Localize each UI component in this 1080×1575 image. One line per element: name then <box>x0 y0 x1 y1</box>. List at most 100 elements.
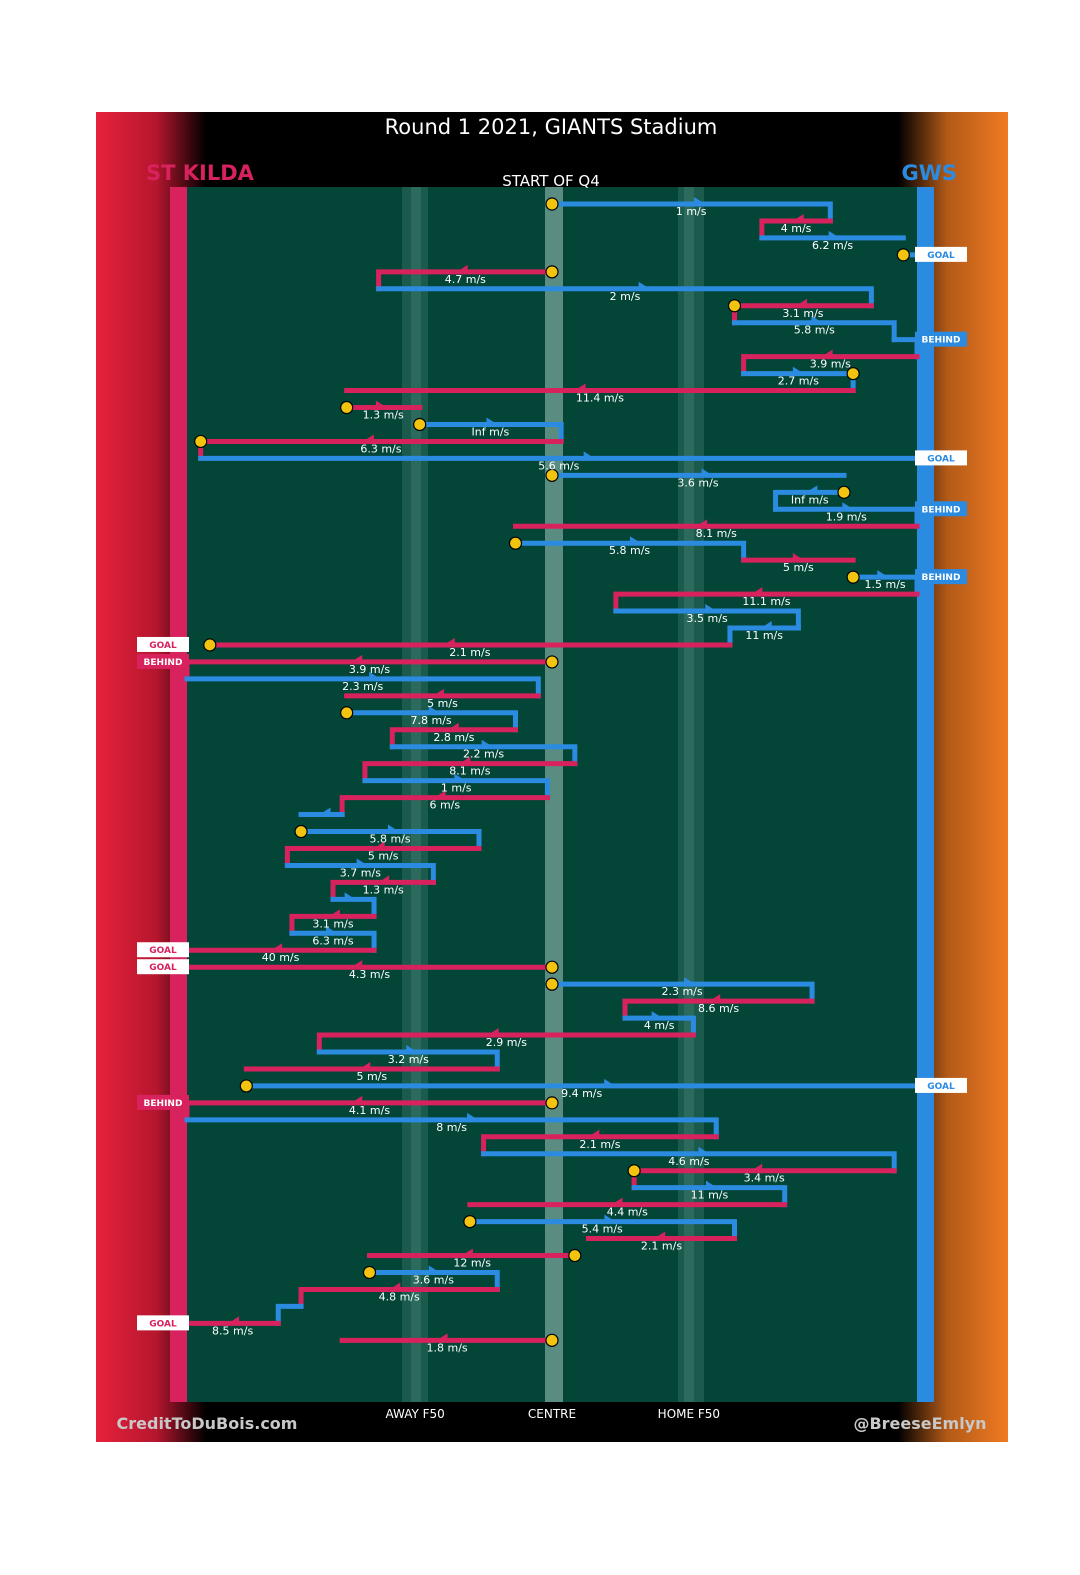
outcome-text: BEHIND <box>922 336 961 346</box>
speed-label-27: 3.9 m/s <box>349 663 390 676</box>
x-tick-label-0: AWAY F50 <box>385 1407 444 1421</box>
start-marker-57 <box>627 1164 641 1178</box>
chain-segment-63 <box>367 1269 500 1292</box>
speed-label-2: 6.2 m/s <box>812 239 853 252</box>
start-marker-4 <box>545 265 559 279</box>
speed-label-7: 5.8 m/s <box>794 324 835 337</box>
direction-arrow-7 <box>811 315 823 323</box>
direction-arrow-19 <box>696 519 708 527</box>
speed-label-52: 9.4 m/s <box>561 1087 602 1100</box>
chain-segment-65 <box>275 1303 304 1326</box>
credit-right: @BreeseEmlyn <box>853 1414 986 1433</box>
chain-segment-50 <box>316 1049 500 1072</box>
speed-label-12: 1.3 m/s <box>363 409 404 422</box>
speed-label-30: 7.8 m/s <box>411 714 452 727</box>
direction-arrow-34 <box>454 773 466 781</box>
direction-arrow-30 <box>428 705 440 713</box>
outcome-box <box>137 1094 189 1110</box>
direction-arrow-56 <box>698 1146 710 1154</box>
direction-arrow-36 <box>319 807 331 815</box>
credit-left: CreditToDuBois.com <box>117 1414 298 1433</box>
start-marker-22 <box>846 570 860 584</box>
chain-segment-24 <box>613 608 801 631</box>
speed-label-21: 5 m/s <box>783 561 814 574</box>
start-marker-12 <box>340 400 354 415</box>
outcome-text: BEHIND <box>144 658 183 668</box>
outcome-box <box>915 450 967 466</box>
away-f50-line <box>411 187 421 1402</box>
chain-segment-5 <box>376 286 874 309</box>
direction-arrow-66 <box>228 1316 240 1324</box>
direction-arrow-62 <box>461 1248 473 1256</box>
direction-arrow-44 <box>271 943 283 951</box>
speed-label-32: 2.2 m/s <box>463 748 504 761</box>
outcome-goal-15: GOAL <box>915 450 967 466</box>
chain-segment-40 <box>330 879 436 902</box>
chain-segment-43 <box>289 930 377 953</box>
direction-arrow-37 <box>387 824 399 832</box>
chain-segment-33 <box>362 761 578 784</box>
direction-arrow-63 <box>428 1265 440 1273</box>
chain-segment-25 <box>727 625 801 648</box>
outcome-box <box>915 1077 967 1093</box>
outcome-text: GOAL <box>149 946 177 956</box>
direction-arrow-15 <box>583 451 595 459</box>
direction-arrow-51 <box>359 1061 371 1069</box>
speed-label-60: 5.4 m/s <box>582 1223 623 1236</box>
speed-label-40: 1.3 m/s <box>363 883 404 896</box>
chain-segment-64 <box>298 1286 500 1309</box>
outcome-text: GOAL <box>927 454 955 464</box>
speed-label-31: 2.8 m/s <box>433 731 474 744</box>
speed-label-24: 3.5 m/s <box>687 612 728 625</box>
direction-arrow-1 <box>792 213 804 221</box>
direction-arrow-42 <box>328 909 340 917</box>
direction-arrow-16 <box>701 468 713 476</box>
direction-arrow-60 <box>604 1214 616 1222</box>
direction-arrow-14 <box>362 434 374 442</box>
speed-label-53: 4.1 m/s <box>349 1104 390 1117</box>
speed-label-44: 40 m/s <box>262 951 300 964</box>
direction-arrow-52 <box>604 1078 616 1086</box>
direction-arrow-26 <box>443 637 455 645</box>
direction-arrow-5 <box>638 281 650 289</box>
start-marker-0 <box>545 197 559 211</box>
direction-arrow-4 <box>456 264 468 272</box>
start-marker-46 <box>545 977 559 991</box>
chain-segment-55 <box>481 1134 719 1157</box>
outcome-box <box>915 246 967 262</box>
chain-segment-37 <box>298 829 482 851</box>
start-marker-3 <box>896 248 910 262</box>
direction-arrow-45 <box>351 960 363 968</box>
outcome-goal-26: GOAL <box>137 636 189 652</box>
direction-arrow-54 <box>467 1112 479 1120</box>
chain-segment-46 <box>549 981 815 1004</box>
speed-label-54: 8 m/s <box>436 1121 467 1134</box>
direction-arrow-39 <box>356 858 368 866</box>
speed-label-17: Inf m/s <box>791 493 829 506</box>
direction-arrow-29 <box>432 688 444 696</box>
speed-label-58: 11 m/s <box>691 1189 729 1202</box>
outcome-behind-53: BEHIND <box>137 1094 189 1110</box>
speed-label-66: 8.5 m/s <box>212 1324 253 1337</box>
speed-label-63: 3.6 m/s <box>413 1273 454 1286</box>
direction-arrow-57 <box>751 1163 763 1171</box>
chain-segment-20 <box>513 540 747 563</box>
speed-label-47: 8.6 m/s <box>698 1002 739 1015</box>
home-goal-post-bar <box>917 187 934 1402</box>
speed-label-67: 1.8 m/s <box>426 1341 467 1354</box>
home-team-name: GWS <box>901 161 957 185</box>
direction-arrow-31 <box>447 722 459 730</box>
direction-arrow-27 <box>351 654 363 662</box>
direction-arrow-47 <box>709 994 721 1002</box>
speed-label-25: 11 m/s <box>745 629 783 642</box>
direction-arrow-64 <box>389 1282 401 1290</box>
outcome-text: GOAL <box>927 251 955 261</box>
speed-label-43: 6.3 m/s <box>312 934 353 947</box>
direction-arrow-40 <box>378 875 390 883</box>
direction-arrow-48 <box>651 1011 663 1019</box>
outcome-box <box>137 942 189 958</box>
speed-label-26: 2.1 m/s <box>449 646 490 659</box>
direction-arrow-6 <box>796 298 808 306</box>
direction-arrow-33 <box>459 756 471 764</box>
speed-label-28: 2.3 m/s <box>342 680 383 693</box>
